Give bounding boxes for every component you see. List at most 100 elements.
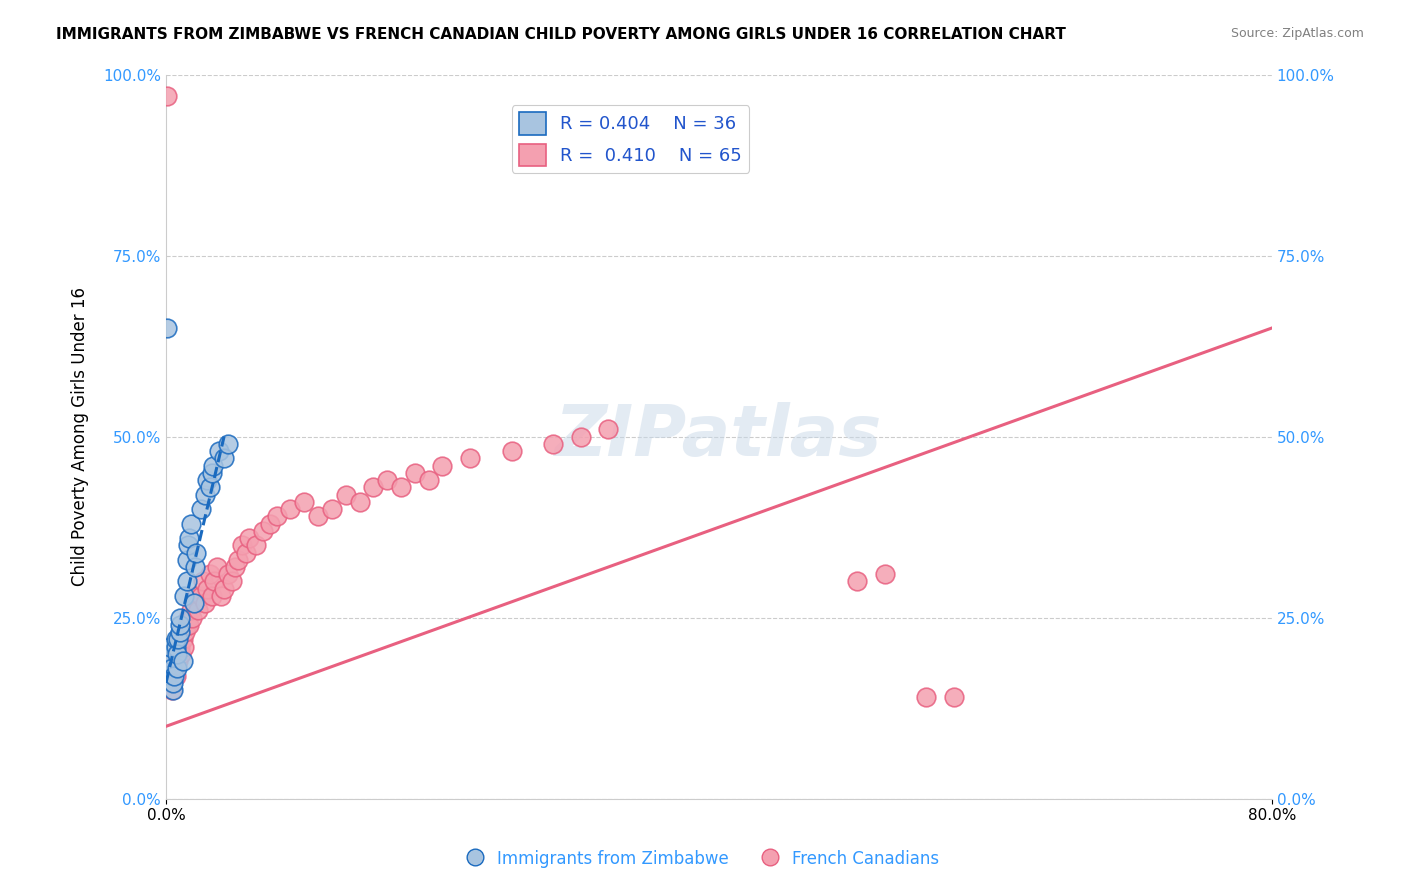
Point — [217, 567, 239, 582]
Point — [162, 654, 184, 668]
Point — [159, 647, 181, 661]
Point — [180, 603, 202, 617]
Point — [169, 625, 191, 640]
Point — [873, 567, 896, 582]
Point — [915, 690, 938, 705]
Point — [193, 574, 215, 589]
Point — [159, 661, 181, 675]
Point — [166, 647, 188, 661]
Point — [156, 668, 179, 682]
Text: IMMIGRANTS FROM ZIMBABWE VS FRENCH CANADIAN CHILD POVERTY AMONG GIRLS UNDER 16 C: IMMIGRANTS FROM ZIMBABWE VS FRENCH CANAD… — [56, 27, 1066, 42]
Point — [209, 589, 232, 603]
Point — [292, 495, 315, 509]
Point — [259, 516, 281, 531]
Point — [205, 560, 228, 574]
Point — [197, 473, 219, 487]
Point — [197, 582, 219, 596]
Point — [186, 589, 208, 603]
Point — [167, 632, 190, 647]
Point — [235, 545, 257, 559]
Point — [157, 676, 180, 690]
Point — [212, 582, 235, 596]
Point — [432, 458, 454, 473]
Point — [207, 444, 229, 458]
Point — [846, 574, 869, 589]
Point — [183, 596, 205, 610]
Point — [176, 553, 198, 567]
Point — [942, 690, 965, 705]
Point — [335, 487, 357, 501]
Point — [363, 480, 385, 494]
Point — [174, 625, 197, 640]
Point — [163, 668, 186, 682]
Point — [458, 451, 481, 466]
Point — [176, 618, 198, 632]
Point — [156, 321, 179, 335]
Point — [212, 451, 235, 466]
Point — [307, 509, 329, 524]
Point — [159, 640, 181, 654]
Point — [186, 545, 208, 559]
Legend: R = 0.404    N = 36, R =  0.410    N = 65: R = 0.404 N = 36, R = 0.410 N = 65 — [512, 105, 749, 173]
Point — [598, 422, 620, 436]
Point — [190, 589, 212, 603]
Point — [221, 574, 243, 589]
Point — [418, 473, 440, 487]
Point — [169, 640, 191, 654]
Point — [166, 661, 188, 675]
Point — [202, 574, 225, 589]
Point — [169, 618, 191, 632]
Point — [169, 610, 191, 624]
Point — [170, 647, 193, 661]
Point — [181, 610, 204, 624]
Point — [180, 516, 202, 531]
Point — [156, 668, 179, 682]
Point — [201, 589, 224, 603]
Point — [231, 538, 253, 552]
Point — [238, 531, 260, 545]
Point — [165, 632, 187, 647]
Point — [173, 640, 195, 654]
Point — [280, 502, 302, 516]
Point — [157, 654, 180, 668]
Point — [165, 668, 187, 682]
Point — [190, 502, 212, 516]
Point — [162, 683, 184, 698]
Point — [226, 553, 249, 567]
Point — [349, 495, 371, 509]
Text: Source: ZipAtlas.com: Source: ZipAtlas.com — [1230, 27, 1364, 40]
Point — [321, 502, 343, 516]
Point — [183, 596, 205, 610]
Point — [187, 603, 209, 617]
Point — [375, 473, 398, 487]
Point — [224, 560, 246, 574]
Point — [160, 683, 183, 698]
Point — [184, 560, 207, 574]
Point — [166, 647, 188, 661]
Point — [217, 437, 239, 451]
Point — [172, 654, 194, 668]
Legend: Immigrants from Zimbabwe, French Canadians: Immigrants from Zimbabwe, French Canadia… — [460, 844, 946, 875]
Point — [245, 538, 267, 552]
Point — [541, 437, 564, 451]
Point — [172, 632, 194, 647]
Point — [165, 640, 187, 654]
Point — [569, 430, 592, 444]
Point — [163, 661, 186, 675]
Point — [389, 480, 412, 494]
Point — [194, 487, 217, 501]
Point — [167, 654, 190, 668]
Point — [252, 524, 274, 538]
Point — [162, 676, 184, 690]
Point — [201, 466, 224, 480]
Point — [156, 89, 179, 103]
Point — [501, 444, 523, 458]
Point — [173, 589, 195, 603]
Text: ZIPatlas: ZIPatlas — [555, 402, 883, 471]
Point — [404, 466, 426, 480]
Point — [266, 509, 288, 524]
Point — [176, 574, 198, 589]
Point — [200, 567, 222, 582]
Point — [201, 458, 224, 473]
Point — [194, 596, 217, 610]
